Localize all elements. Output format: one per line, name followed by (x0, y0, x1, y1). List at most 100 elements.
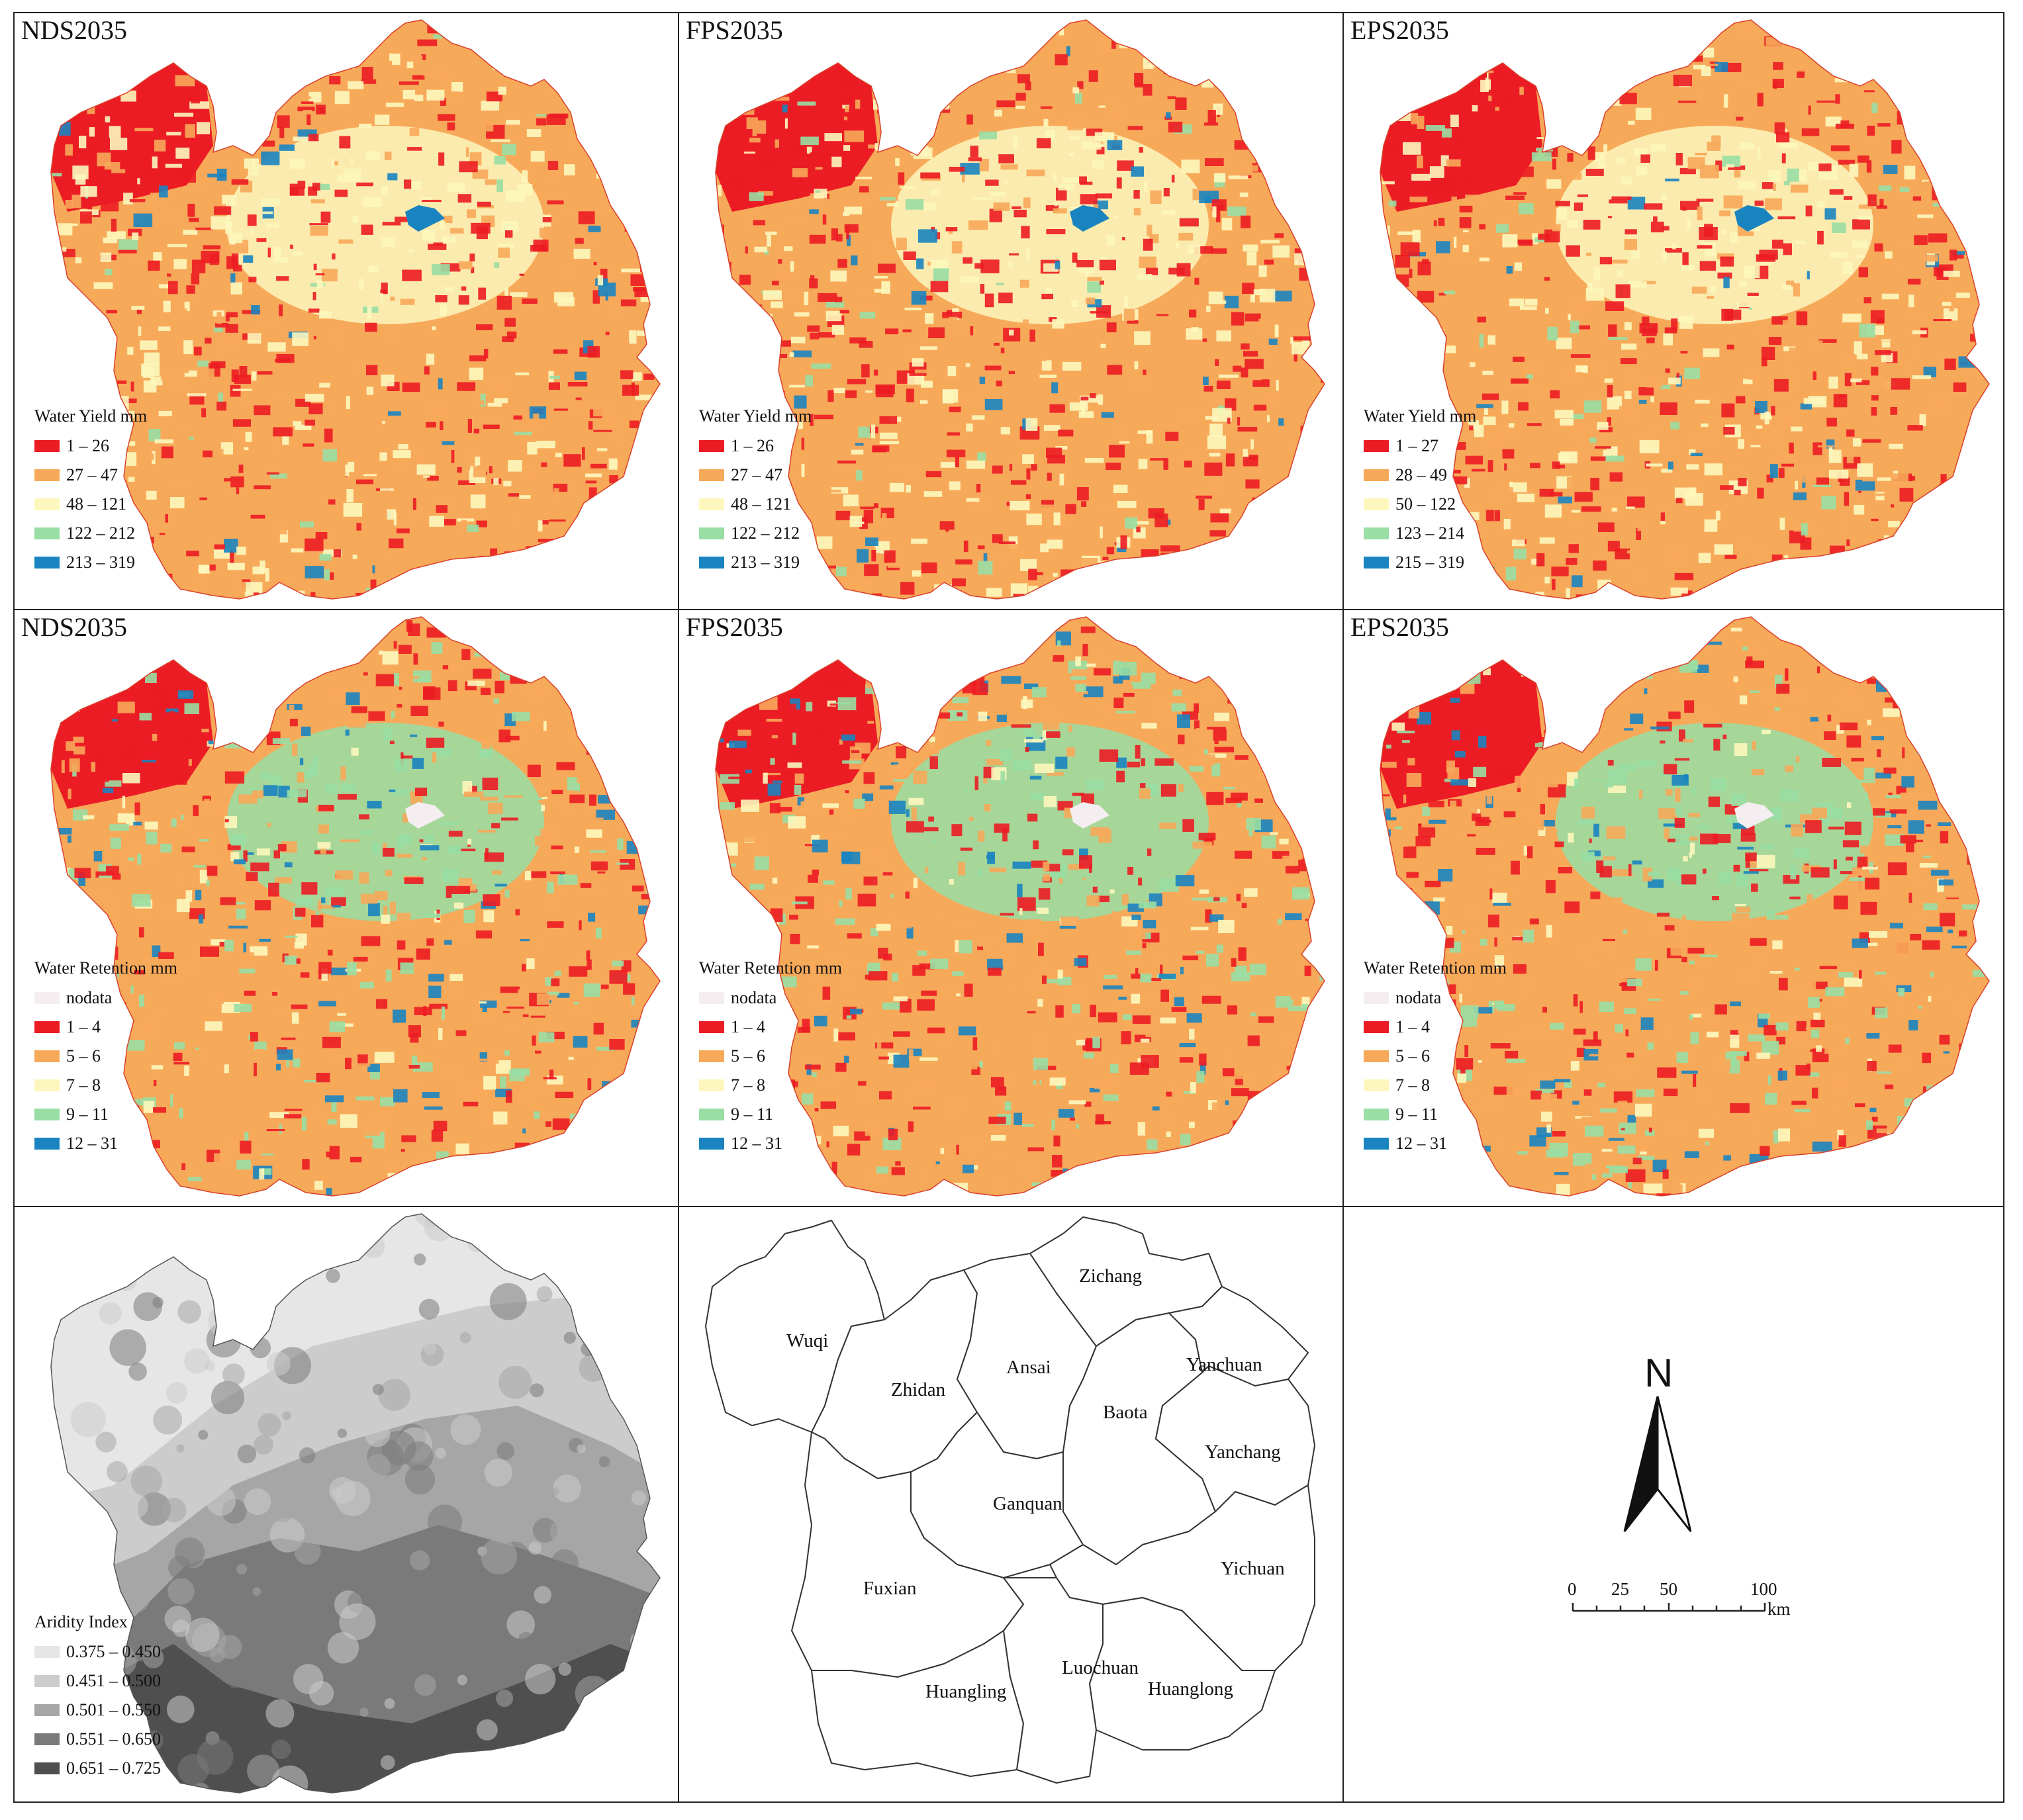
legend-label: 123 – 214 (1395, 523, 1464, 543)
legend-item: 215 – 319 (1364, 548, 1476, 577)
legend-swatch (34, 1109, 60, 1120)
legend-label: 12 – 31 (66, 1134, 118, 1153)
scale-tick-label: 50 (1660, 1579, 1677, 1599)
legend-swatch (1364, 992, 1389, 1004)
legend-label: 28 – 49 (1395, 465, 1447, 484)
legend-label: 0.551 – 0.650 (66, 1729, 161, 1749)
legend-label: 27 – 47 (66, 465, 118, 484)
legend-label: 213 – 319 (731, 553, 800, 572)
legend-swatch (1364, 1109, 1389, 1120)
legend-swatch (699, 1050, 724, 1062)
legend-title: Aridity Index (34, 1612, 128, 1631)
legend-swatch (699, 1079, 724, 1091)
legend-swatch (699, 527, 724, 539)
legend-swatch (699, 1138, 724, 1150)
panel-water-yield-nds2035: NDS2035 Water Yield mm 1 – 26 27 – 47 48… (15, 13, 679, 610)
legend-label: 122 – 212 (731, 523, 800, 543)
panel-water-retention-eps2035: EPS2035 Water Retention mm nodata 1 – 4 … (1344, 610, 2003, 1207)
legend-label: 12 – 31 (731, 1134, 782, 1153)
legend-item: nodata (34, 983, 177, 1013)
map-legend: Water Retention mm nodata 1 – 4 5 – 6 7 … (699, 960, 842, 1158)
water-retention-map (1380, 616, 1990, 1197)
county-label-fuxian: Fuxian (863, 1578, 917, 1599)
legend-item: 5 – 6 (699, 1042, 842, 1071)
legend-item: 12 – 31 (34, 1129, 177, 1158)
figure-grid: NDS2035 Water Yield mm 1 – 26 27 – 47 48… (13, 12, 2004, 1803)
legend-label: 12 – 31 (1395, 1134, 1447, 1153)
legend-label: 1 – 27 (1395, 436, 1438, 455)
scale-bar (1572, 1603, 1766, 1612)
legend-label: 48 – 121 (731, 494, 791, 514)
legend-swatch (34, 1646, 60, 1658)
legend-label: 7 – 8 (1395, 1075, 1430, 1095)
county-label-ansai: Ansai (1006, 1357, 1051, 1378)
legend-title: Water Retention mm (34, 958, 177, 978)
legend-label: nodata (1395, 988, 1442, 1007)
panel-title: EPS2035 (1350, 15, 1449, 45)
legend-swatch (699, 1021, 724, 1033)
county-label-zichang: Zichang (1079, 1265, 1143, 1287)
legend-swatch (699, 1109, 724, 1120)
county-label-luochuan: Luochuan (1062, 1657, 1139, 1678)
legend-item: 1 – 4 (1364, 1013, 1507, 1042)
legend-label: 1 – 26 (66, 436, 109, 455)
legend-item: 7 – 8 (1364, 1071, 1507, 1100)
county-label-huangling: Huangling (925, 1681, 1007, 1702)
legend-item: nodata (699, 983, 842, 1013)
legend-item: 1 – 27 (1364, 432, 1476, 461)
legend-swatch (699, 469, 724, 481)
legend-item: 123 – 214 (1364, 519, 1476, 548)
legend-item: 9 – 11 (1364, 1100, 1507, 1129)
legend-swatch (34, 498, 60, 510)
scale-tick-label: 25 (1611, 1579, 1629, 1599)
legend-label: 122 – 212 (66, 523, 135, 543)
legend-item: 12 – 31 (699, 1129, 842, 1158)
legend-swatch (34, 527, 60, 539)
county-boundary-zichang (1029, 1216, 1223, 1347)
panel-divider (678, 13, 679, 1801)
legend-item: 1 – 4 (34, 1013, 177, 1042)
legend-swatch (34, 1733, 60, 1745)
panel-aridity-index: Aridity Index 0.375 – 0.450 0.451 – 0.50… (15, 1207, 679, 1801)
legend-swatch (34, 1021, 60, 1033)
legend-swatch (1364, 469, 1389, 481)
map-legend: Water Yield mm 1 – 26 27 – 47 48 – 121 1… (34, 408, 147, 577)
legend-item: 27 – 47 (34, 461, 147, 490)
legend-swatch (34, 1079, 60, 1091)
legend-swatch (34, 992, 60, 1004)
legend-item: 7 – 8 (34, 1071, 177, 1100)
scale-tick-label: 100 (1750, 1579, 1777, 1599)
legend-swatch (34, 1138, 60, 1150)
legend-swatch (34, 469, 60, 481)
legend-swatch (1364, 557, 1389, 569)
legend-label: 7 – 8 (731, 1075, 765, 1095)
legend-label: 1 – 4 (1395, 1017, 1430, 1036)
county-boundary-luochuan (1003, 1577, 1104, 1784)
legend-title: Water Retention mm (699, 958, 842, 978)
legend-swatch (699, 992, 724, 1004)
legend-label: 1 – 4 (731, 1017, 765, 1036)
county-label-zhidan: Zhidan (891, 1379, 946, 1400)
panel-title: NDS2035 (21, 612, 128, 642)
legend-swatch (699, 557, 724, 569)
panel-divider (1342, 13, 1344, 1801)
legend-label: nodata (731, 988, 777, 1007)
legend-label: 0.501 – 0.550 (66, 1700, 161, 1719)
legend-item: 1 – 26 (34, 432, 147, 461)
legend-swatch (699, 498, 724, 510)
legend-label: 5 – 6 (66, 1046, 101, 1066)
legend-swatch (1364, 527, 1389, 539)
legend-label: 5 – 6 (731, 1046, 765, 1066)
panel-compass-scale: N 0 25 50 100 km (1344, 1207, 2003, 1801)
panel-title: FPS2035 (686, 15, 783, 45)
legend-item: 213 – 319 (699, 548, 812, 577)
county-label-yichuan: Yichuan (1221, 1558, 1285, 1579)
county-boundary-map (705, 1216, 1315, 1784)
legend-title: Water Yield mm (699, 406, 812, 426)
map-legend: Water Yield mm 1 – 27 28 – 49 50 – 122 1… (1364, 408, 1476, 577)
legend-label: 0.375 – 0.450 (66, 1642, 161, 1661)
legend-item: 0.501 – 0.550 (34, 1696, 161, 1725)
legend-swatch (1364, 1021, 1389, 1033)
panel-water-yield-eps2035: EPS2035 Water Yield mm 1 – 27 28 – 49 50… (1344, 13, 2003, 610)
county-label-wuqi: Wuqi (786, 1330, 829, 1351)
